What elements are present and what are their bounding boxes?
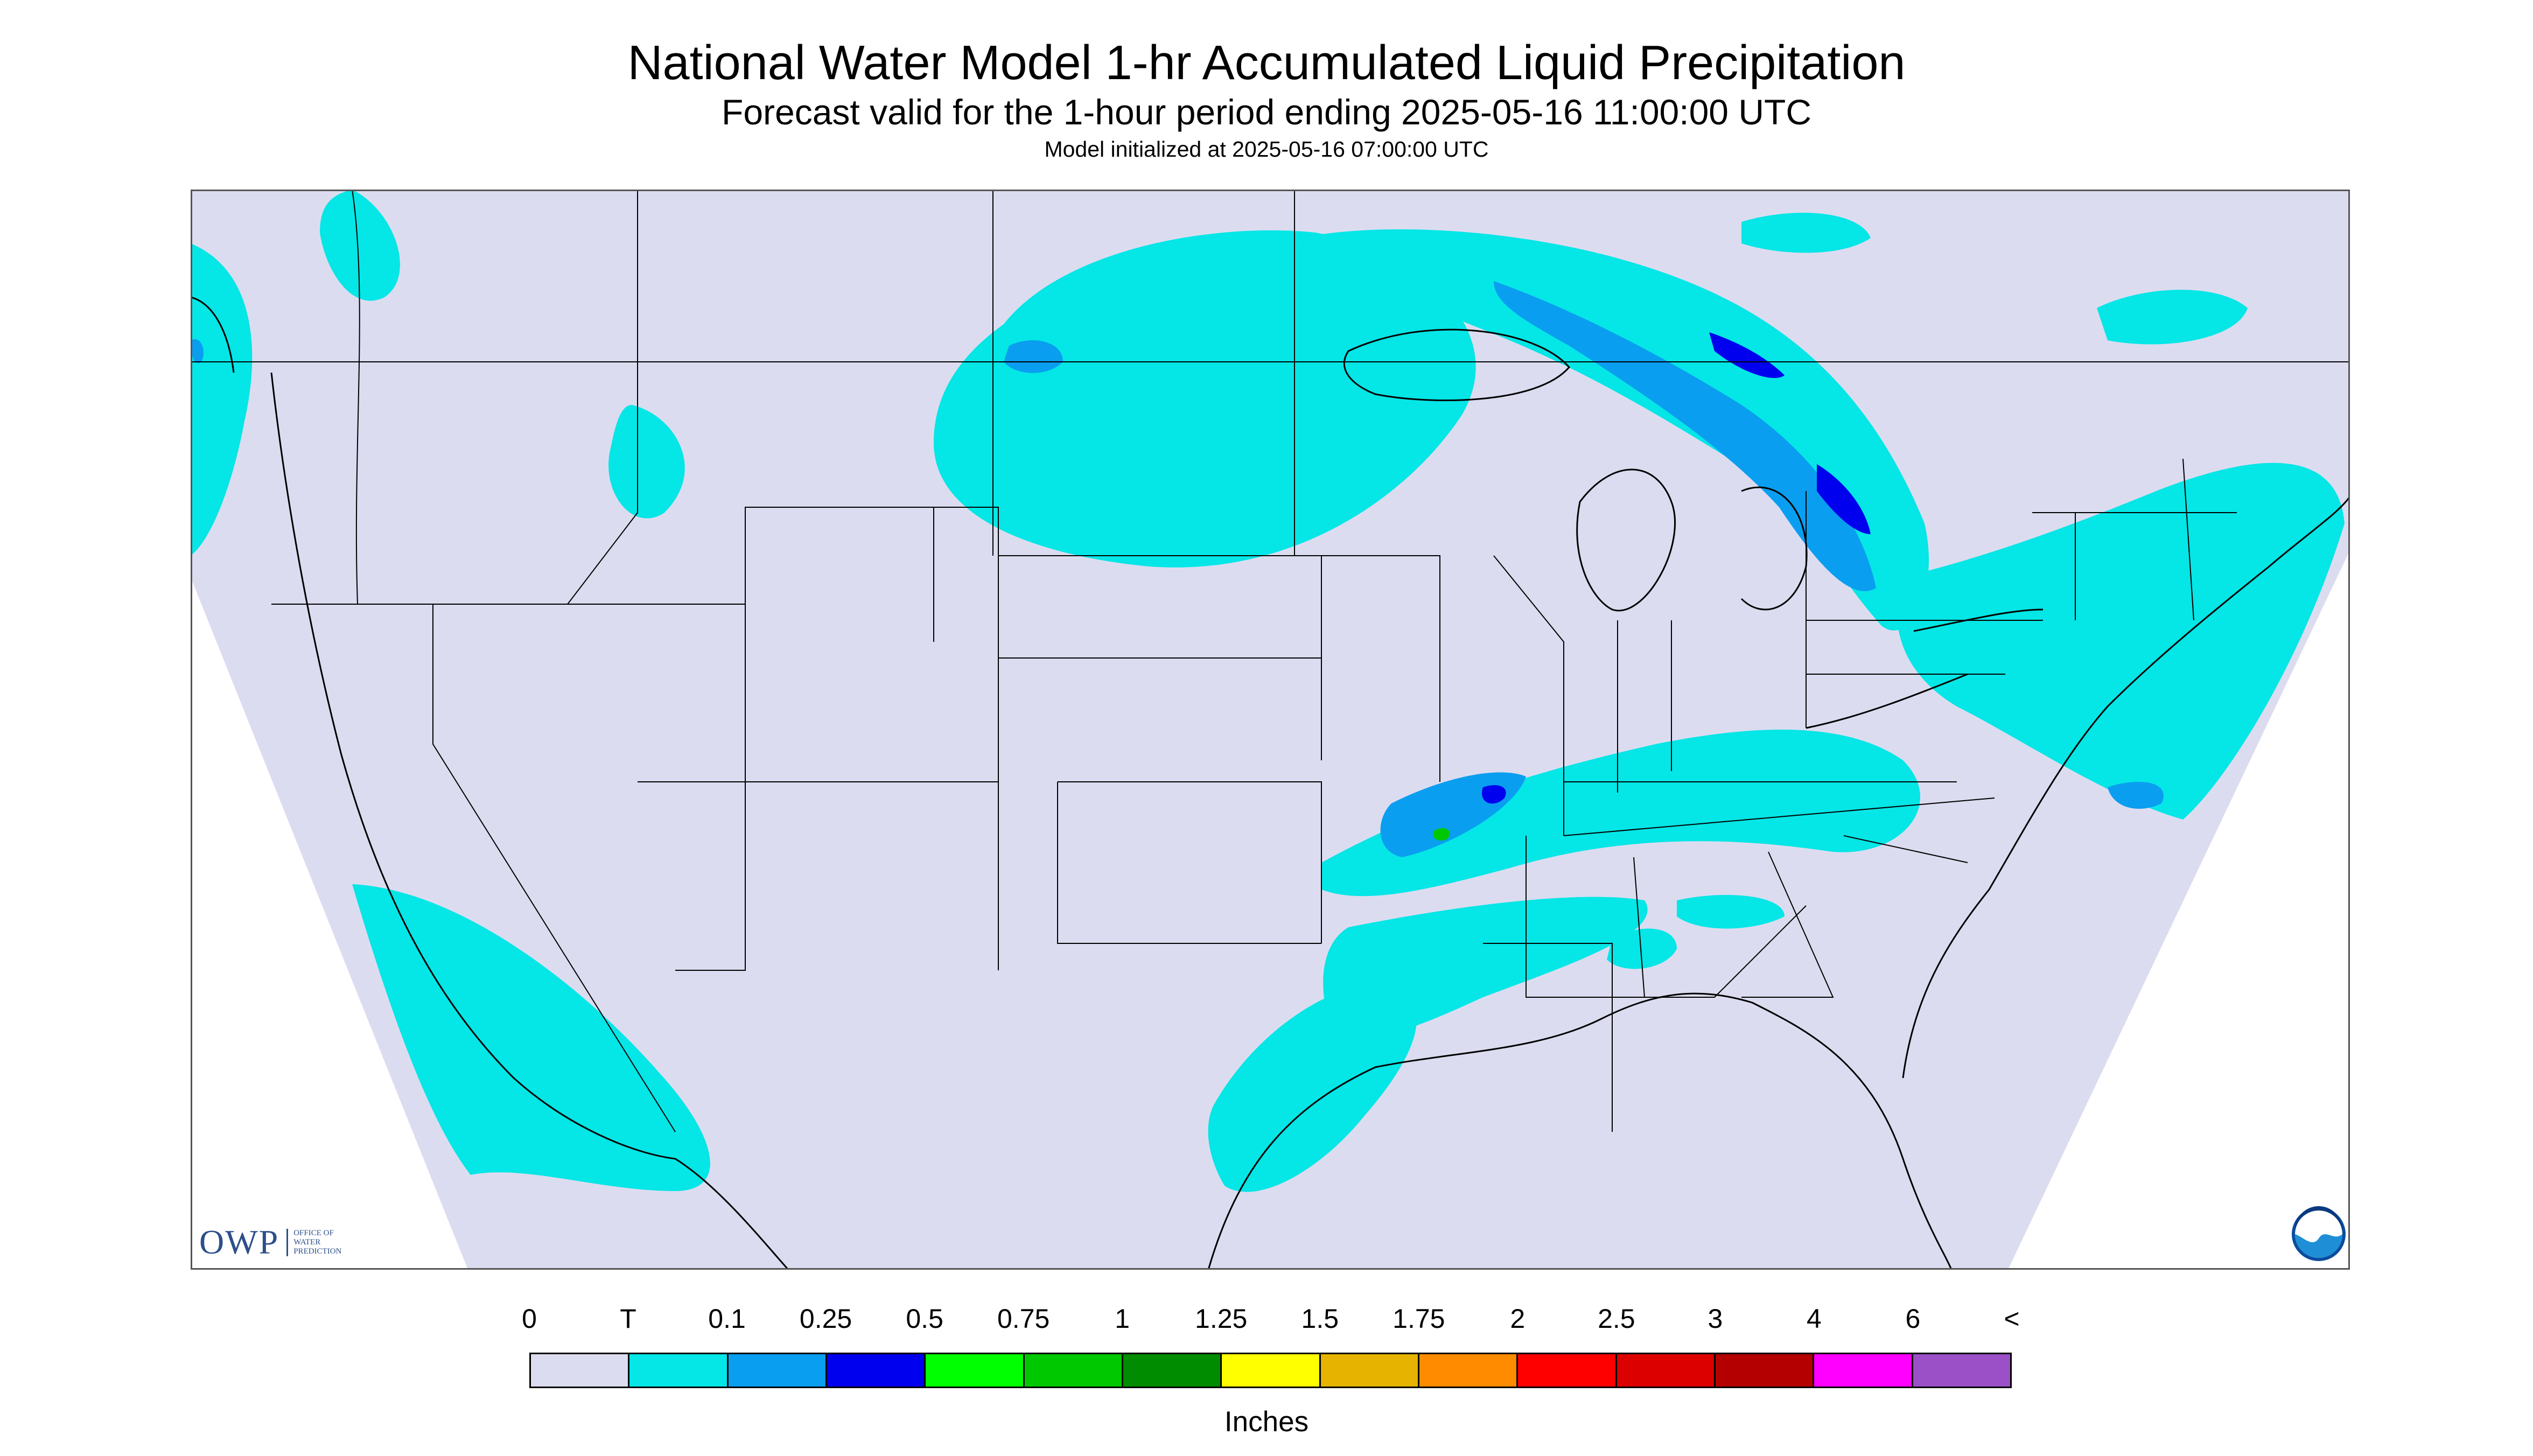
noaa-icon: NOAA [2291, 1206, 2347, 1262]
owp-logo: OWP OFFICE OF WATER PREDICTION [199, 1222, 341, 1262]
map-subtitle: Forecast valid for the 1-hour period end… [722, 92, 1811, 132]
legend-label: 1.5 [1301, 1304, 1339, 1334]
legend-swatch [1913, 1354, 2010, 1387]
legend-swatch [1715, 1354, 1815, 1387]
legend-label: 0.75 [997, 1304, 1050, 1334]
state-boundaries [191, 190, 2350, 1132]
legend-label: 2.5 [1598, 1304, 1635, 1334]
map-frame [191, 190, 2350, 1270]
owp-sub-line: PREDICTION [293, 1247, 342, 1256]
heavy-precip-areas [1482, 332, 1871, 804]
map-canvas [191, 190, 2350, 1270]
legend-swatch [1024, 1354, 1123, 1387]
trace-precip-areas [191, 190, 2345, 1192]
legend-label: 0.25 [799, 1304, 852, 1334]
legend-label: 4 [1807, 1304, 1822, 1334]
precipitation-map [191, 190, 2350, 1270]
map-title: National Water Model 1-hr Accumulated Li… [627, 36, 1906, 90]
legend-swatch [1518, 1354, 1617, 1387]
legend-swatch [1123, 1354, 1222, 1387]
legend-label: 3 [1708, 1304, 1723, 1334]
owp-sub-line: OFFICE OF [293, 1228, 334, 1237]
legend-label: 2 [1510, 1304, 1526, 1334]
legend-label: 0 [522, 1304, 537, 1334]
legend-swatch [1320, 1354, 1419, 1387]
owp-logo-letters: OWP [199, 1223, 279, 1261]
legend-swatch [629, 1354, 729, 1387]
legend-label: 1.75 [1393, 1304, 1445, 1334]
peak-precip-spot [1433, 828, 1450, 841]
legend-label: 0.5 [906, 1304, 943, 1334]
model-init-time: Model initialized at 2025-05-16 07:00:00… [1044, 137, 1489, 162]
legend-color-bar [529, 1353, 2012, 1388]
legend-units: Inches [1224, 1406, 1309, 1438]
legend-label: 1 [1115, 1304, 1130, 1334]
coastlines [191, 296, 2350, 1270]
legend-label: < [2004, 1304, 2020, 1334]
legend-label: 0.1 [708, 1304, 746, 1334]
legend-swatch [926, 1354, 1025, 1387]
legend-swatch [1617, 1354, 1716, 1387]
legend-swatch [728, 1354, 827, 1387]
legend-labels: 0 T 0.1 0.25 0.5 0.75 1 1.25 1.5 1.75 2 2.5 3 4 6 < [0, 1303, 2533, 1346]
legend-label: 6 [1905, 1304, 1921, 1334]
noaa-logo-text: NOAA [2307, 1224, 2331, 1233]
legend-label: 1.25 [1195, 1304, 1248, 1334]
legend-label: T [620, 1304, 636, 1334]
legend-swatch [1222, 1354, 1321, 1387]
owp-logo-subtitle: OFFICE OF WATER PREDICTION [286, 1228, 342, 1256]
legend-swatch [827, 1354, 926, 1387]
legend-swatch [531, 1354, 630, 1387]
legend-swatch [1814, 1354, 1913, 1387]
legend-swatch [1419, 1354, 1519, 1387]
owp-sub-line: WATER [293, 1237, 321, 1247]
